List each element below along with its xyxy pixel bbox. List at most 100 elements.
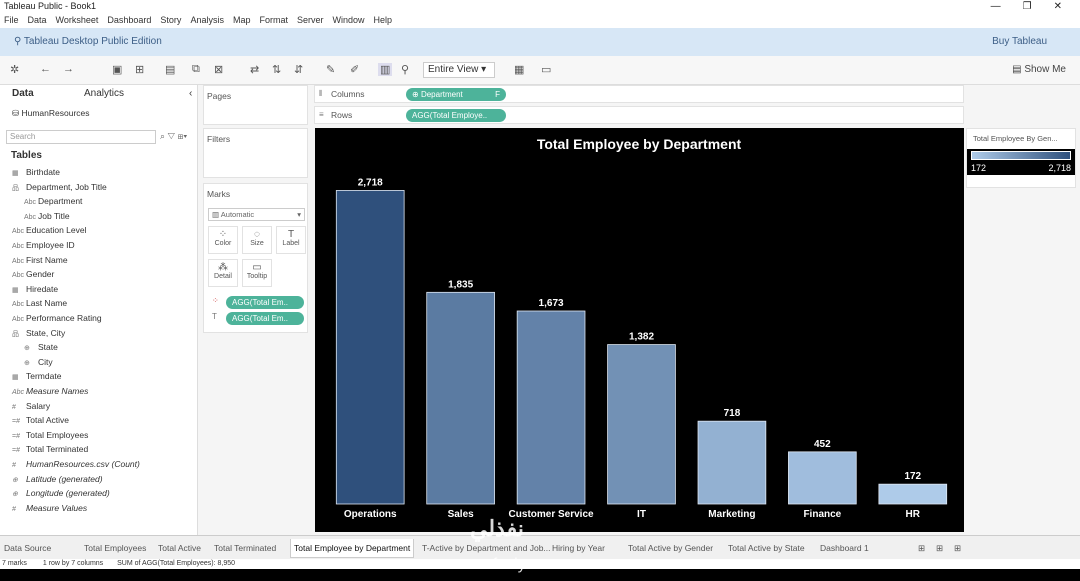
field-item[interactable]: ⊕ State <box>24 342 58 352</box>
label-button[interactable]: T Label <box>276 226 306 254</box>
fit-view-select[interactable]: Entire View ▾ <box>423 62 495 78</box>
tab-sheet[interactable]: Total Terminated <box>214 543 277 553</box>
color-button[interactable]: ⁘ Color <box>208 226 238 254</box>
tab-sheet[interactable]: Total Employee by Department <box>290 539 415 558</box>
filter-icon[interactable]: ⌕ ▽ ⊞▾ <box>160 131 188 141</box>
tab-sheet[interactable]: Total Active <box>158 543 201 553</box>
field-item[interactable]: # HumanResources.csv (Count) <box>12 459 140 469</box>
bar-customer-service[interactable] <box>516 310 586 505</box>
menu-help[interactable]: Help <box>373 15 393 25</box>
field-item[interactable]: ▦ Termdate <box>12 371 61 381</box>
field-item[interactable]: Abc First Name <box>12 255 68 265</box>
field-item[interactable]: Abc Measure Names <box>12 386 88 396</box>
tab-sheet[interactable]: Total Active by Gender <box>628 543 714 553</box>
field-item[interactable]: Abc Department <box>24 196 82 206</box>
mark-type-select[interactable]: ▥ Automatic ▾ <box>208 208 305 221</box>
tab-analytics[interactable]: Analytics <box>84 88 125 99</box>
redo-icon[interactable]: → <box>63 63 74 75</box>
menu-story[interactable]: Story <box>160 15 182 25</box>
field-item[interactable]: 品 State, City <box>12 328 65 339</box>
sort-asc-icon[interactable]: ⇅ <box>272 64 282 76</box>
buy-tableau-link[interactable]: Buy Tableau <box>992 36 1047 47</box>
pages-card[interactable]: Pages <box>203 85 308 125</box>
show-me-button[interactable]: ▤ Show Me <box>1012 64 1066 75</box>
duplicate-icon[interactable]: ⧉ <box>192 63 200 75</box>
detail-button[interactable]: ⁂ Detail <box>208 259 238 287</box>
tab-sheet[interactable]: Data Source <box>4 543 52 553</box>
tooltip-button[interactable]: ▭ Tooltip <box>242 259 272 287</box>
field-item[interactable]: Abc Last Name <box>12 298 67 308</box>
datasource-item[interactable]: ⛁ HumanResources <box>12 108 90 118</box>
swap-icon[interactable]: ⇄ <box>250 64 260 76</box>
bar-marketing[interactable] <box>697 420 767 505</box>
columns-pill[interactable]: ⊕ Department F <box>406 88 506 101</box>
watermark: nafezly.com <box>475 556 560 573</box>
new-dashboard-icon[interactable]: ⊞ <box>936 543 944 553</box>
field-item[interactable]: # Measure Values <box>12 503 87 513</box>
field-item[interactable]: # Salary <box>12 401 50 411</box>
close-icon[interactable]: ✕ <box>1053 1 1062 12</box>
bar-finance[interactable] <box>788 451 857 505</box>
save-icon[interactable]: ▣ <box>112 64 123 76</box>
minimize-icon[interactable]: — <box>990 1 1001 12</box>
presentation-icon[interactable]: ▭ <box>541 64 552 76</box>
clear-sheet-icon[interactable]: ⊠ <box>214 64 224 76</box>
field-item[interactable]: Abc Employee ID <box>12 240 75 250</box>
pin-icon[interactable]: ⚲ <box>401 64 410 76</box>
menu-dashboard[interactable]: Dashboard <box>107 15 152 25</box>
mark-pill-label[interactable]: AGG(Total Em.. <box>226 312 304 325</box>
tab-sheet[interactable]: T-Active by Department and Job... <box>422 543 551 553</box>
new-datasource-icon[interactable]: ⊞ <box>135 64 145 76</box>
menu-file[interactable]: File <box>4 15 19 25</box>
bar-sales[interactable] <box>426 291 495 505</box>
chart-icon[interactable]: ▦ <box>514 64 525 76</box>
group-icon[interactable]: ✐ <box>350 64 360 76</box>
field-item[interactable]: =# Total Employees <box>12 430 88 440</box>
bar-operations[interactable] <box>335 190 405 505</box>
undo-icon[interactable]: ← <box>40 63 51 75</box>
rows-pill[interactable]: AGG(Total Employe.. <box>406 109 506 122</box>
rows-shelf[interactable]: Rows ≡ AGG(Total Employe.. <box>314 106 964 124</box>
field-item[interactable]: ⊕ City <box>24 357 53 367</box>
menu-worksheet[interactable]: Worksheet <box>55 15 99 25</box>
field-item[interactable]: =# Total Terminated <box>12 444 88 454</box>
search-input[interactable]: Search <box>6 130 156 144</box>
mark-pill-color[interactable]: AGG(Total Em.. <box>226 296 304 309</box>
tab-data[interactable]: Data <box>12 88 34 99</box>
new-sheet-icon[interactable]: ⊞ <box>918 543 926 553</box>
labels-icon[interactable]: ▥ <box>378 63 393 76</box>
size-button[interactable]: ◌ Size <box>242 226 272 254</box>
field-item[interactable]: =# Total Active <box>12 415 69 425</box>
collapse-icon[interactable]: ‹ <box>189 88 193 99</box>
maximize-icon[interactable]: ❐ <box>1022 1 1032 12</box>
menu-map[interactable]: Map <box>232 15 251 25</box>
category-label: Sales <box>448 509 475 520</box>
menu-server[interactable]: Server <box>296 15 324 25</box>
filters-card[interactable]: Filters <box>203 128 308 178</box>
columns-shelf[interactable]: Columns ⦀ ⊕ Department F <box>314 85 964 103</box>
tab-sheet[interactable]: Dashboard 1 <box>820 543 869 553</box>
tab-sheet[interactable]: Hiring by Year <box>552 543 605 553</box>
bar-it[interactable] <box>607 344 676 505</box>
menu-analysis[interactable]: Analysis <box>190 15 224 25</box>
tab-sheet[interactable]: Total Employees <box>84 543 147 553</box>
menu-data[interactable]: Data <box>27 15 47 25</box>
field-item[interactable]: Abc Performance Rating <box>12 313 102 323</box>
field-item[interactable]: ▦ Birthdate <box>12 167 60 177</box>
field-item[interactable]: Abc Job Title <box>24 211 70 221</box>
new-story-icon[interactable]: ⊞ <box>954 543 962 553</box>
field-item[interactable]: ⊕ Latitude (generated) <box>12 474 103 484</box>
field-item[interactable]: ⊕ Longitude (generated) <box>12 488 110 498</box>
field-item[interactable]: 品 Department, Job Title <box>12 182 107 193</box>
menu-window[interactable]: Window <box>332 15 365 25</box>
new-worksheet-icon[interactable]: ▤ <box>165 64 176 76</box>
bar-hr[interactable] <box>878 483 948 505</box>
field-item[interactable]: ▦ Hiredate <box>12 284 58 294</box>
tab-sheet[interactable]: Total Active by State <box>728 543 805 553</box>
menu-format[interactable]: Format <box>259 15 288 25</box>
field-item[interactable]: Abc Education Level <box>12 225 87 235</box>
highlight-icon[interactable]: ✎ <box>326 64 336 76</box>
tableau-logo-icon[interactable]: ✲ <box>10 64 20 76</box>
sort-desc-icon[interactable]: ⇵ <box>294 64 304 76</box>
field-item[interactable]: Abc Gender <box>12 269 54 279</box>
